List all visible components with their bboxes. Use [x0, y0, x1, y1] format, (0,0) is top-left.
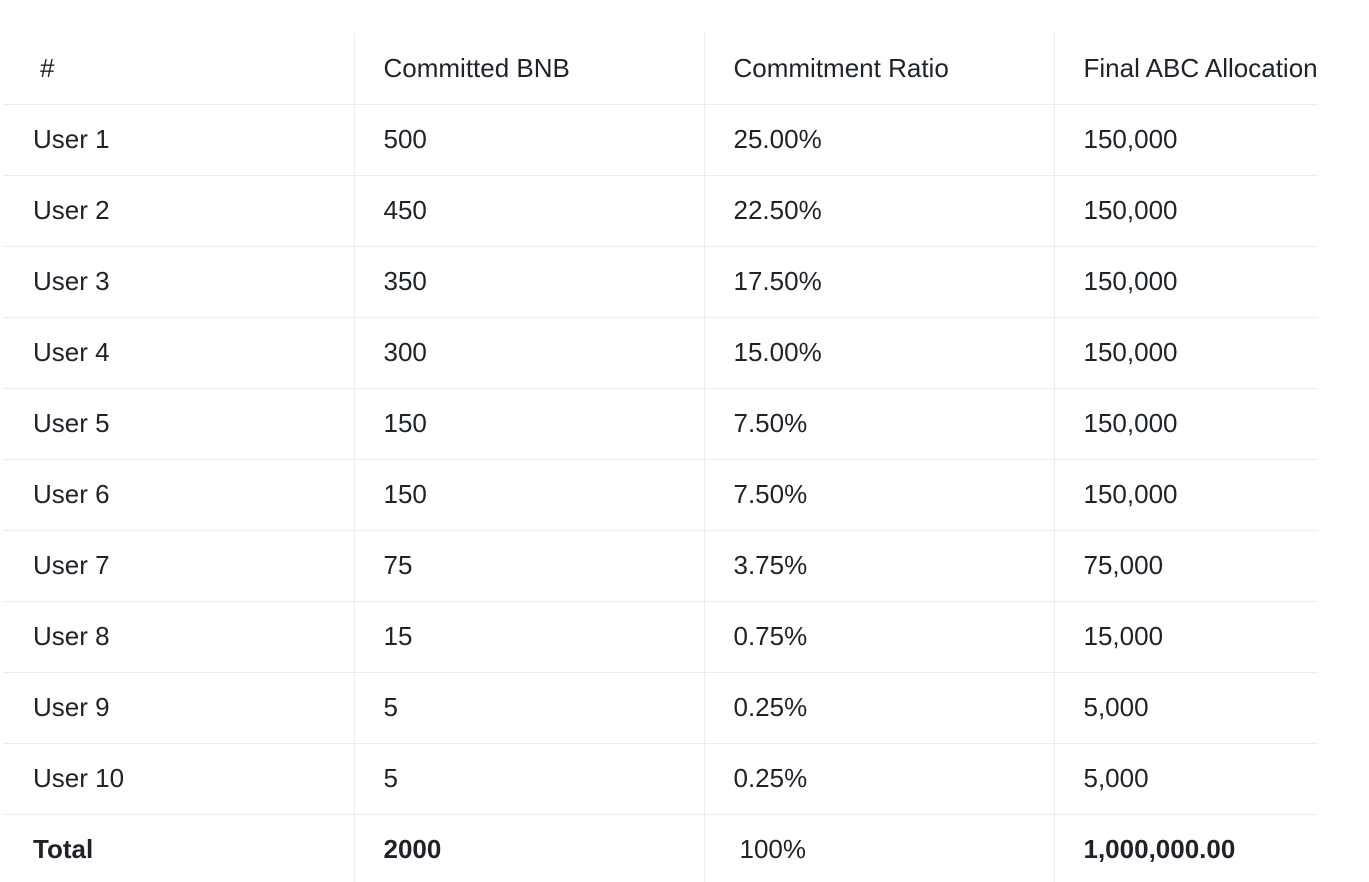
- column-header-committed-bnb: Committed BNB: [353, 33, 704, 105]
- total-commitment-ratio: 100%: [703, 814, 1054, 882]
- allocation-table: # Committed BNB Commitment Ratio Final A…: [4, 33, 1318, 882]
- column-header-final-abc-allocation: Final ABC Allocation: [1053, 33, 1318, 105]
- cell-commitment-ratio: 0.25%: [703, 743, 1054, 815]
- cell-final-allocation: 75,000: [1053, 530, 1318, 602]
- cell-committed-bnb: 450: [353, 175, 704, 247]
- table-row: User 6 150 7.50% 150,000: [4, 459, 1318, 531]
- cell-commitment-ratio: 3.75%: [703, 530, 1054, 602]
- cell-committed-bnb: 350: [353, 246, 704, 318]
- table-header-row: # Committed BNB Commitment Ratio Final A…: [4, 33, 1318, 105]
- cell-final-allocation: 150,000: [1053, 175, 1318, 247]
- cell-user: User 7: [4, 530, 354, 602]
- cell-commitment-ratio: 7.50%: [703, 388, 1054, 460]
- cell-commitment-ratio: 0.25%: [703, 672, 1054, 744]
- cell-commitment-ratio: 25.00%: [703, 104, 1054, 176]
- cell-final-allocation: 150,000: [1053, 246, 1318, 318]
- cell-user: User 9: [4, 672, 354, 744]
- cell-committed-bnb: 75: [353, 530, 704, 602]
- cell-committed-bnb: 500: [353, 104, 704, 176]
- table-row: User 3 350 17.50% 150,000: [4, 246, 1318, 318]
- table-row: User 9 5 0.25% 5,000: [4, 672, 1318, 744]
- table-row: User 10 5 0.25% 5,000: [4, 743, 1318, 815]
- cell-final-allocation: 5,000: [1053, 743, 1318, 815]
- table-row: User 2 450 22.50% 150,000: [4, 175, 1318, 247]
- table-total-row: Total 2000 100% 1,000,000.00: [4, 814, 1318, 882]
- cell-user: User 10: [4, 743, 354, 815]
- cell-committed-bnb: 15: [353, 601, 704, 673]
- table-row: User 5 150 7.50% 150,000: [4, 388, 1318, 460]
- cell-commitment-ratio: 22.50%: [703, 175, 1054, 247]
- total-committed-bnb: 2000: [353, 814, 704, 882]
- cell-user: User 4: [4, 317, 354, 389]
- cell-committed-bnb: 5: [353, 743, 704, 815]
- cell-commitment-ratio: 15.00%: [703, 317, 1054, 389]
- cell-user: User 6: [4, 459, 354, 531]
- cell-committed-bnb: 150: [353, 388, 704, 460]
- cell-final-allocation: 150,000: [1053, 104, 1318, 176]
- cell-user: User 8: [4, 601, 354, 673]
- allocation-table-viewport: # Committed BNB Commitment Ratio Final A…: [4, 33, 1318, 882]
- total-final-allocation: 1,000,000.00: [1053, 814, 1318, 882]
- cell-user: User 1: [4, 104, 354, 176]
- cell-user: User 3: [4, 246, 354, 318]
- table-row: User 4 300 15.00% 150,000: [4, 317, 1318, 389]
- cell-committed-bnb: 300: [353, 317, 704, 389]
- cell-commitment-ratio: 0.75%: [703, 601, 1054, 673]
- cell-final-allocation: 15,000: [1053, 601, 1318, 673]
- cell-user: User 5: [4, 388, 354, 460]
- cell-final-allocation: 150,000: [1053, 459, 1318, 531]
- cell-commitment-ratio: 7.50%: [703, 459, 1054, 531]
- cell-final-allocation: 150,000: [1053, 317, 1318, 389]
- cell-final-allocation: 150,000: [1053, 388, 1318, 460]
- table-row: User 7 75 3.75% 75,000: [4, 530, 1318, 602]
- column-header-commitment-ratio: Commitment Ratio: [703, 33, 1054, 105]
- cell-final-allocation: 5,000: [1053, 672, 1318, 744]
- column-header-index: #: [4, 33, 354, 105]
- cell-user: User 2: [4, 175, 354, 247]
- total-label: Total: [33, 834, 94, 865]
- cell-commitment-ratio: 17.50%: [703, 246, 1054, 318]
- table-row: User 8 15 0.75% 15,000: [4, 601, 1318, 673]
- table-row: User 1 500 25.00% 150,000: [4, 104, 1318, 176]
- cell-committed-bnb: 5: [353, 672, 704, 744]
- cell-committed-bnb: 150: [353, 459, 704, 531]
